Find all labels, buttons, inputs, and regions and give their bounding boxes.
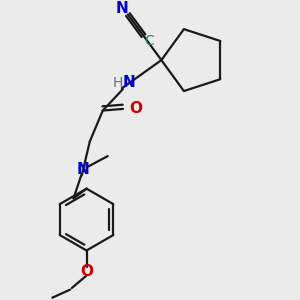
Text: O: O [129,101,142,116]
Text: N: N [116,1,128,16]
Text: N: N [77,162,90,177]
Text: N: N [122,75,135,90]
Text: C: C [145,34,154,48]
Text: O: O [80,264,93,279]
Text: H: H [113,76,123,90]
